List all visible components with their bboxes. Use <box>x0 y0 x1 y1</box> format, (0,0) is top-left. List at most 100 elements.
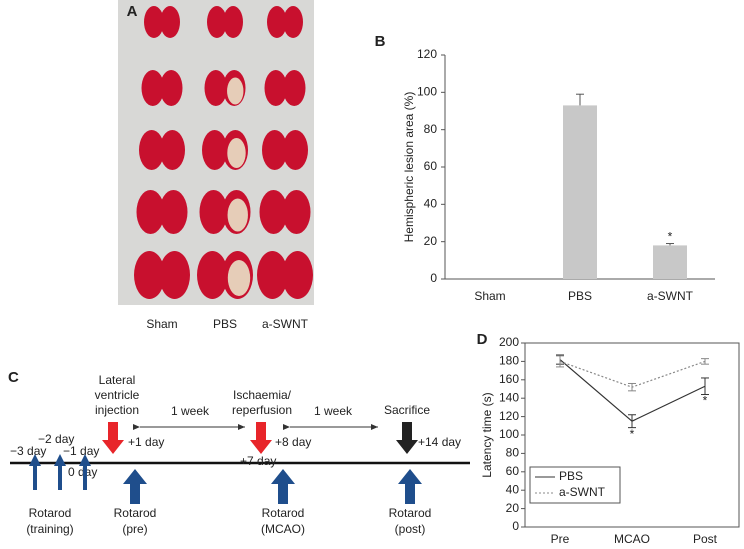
event-arrow <box>250 422 272 454</box>
y-tick-label: 80 <box>424 122 438 136</box>
slice <box>259 190 288 234</box>
interval-label: 1 week <box>314 404 353 418</box>
rotarod-label: (MCAO) <box>261 522 305 536</box>
rotarod-label: (training) <box>26 522 73 536</box>
y-tick-label: 160 <box>499 372 519 386</box>
slice <box>282 251 313 299</box>
timeline: C Lateral ventricle injection Ischaemia/… <box>8 369 470 536</box>
rotarod-label: Rotarod <box>114 506 157 520</box>
day-label: 0 day <box>68 465 97 479</box>
panel-label: D <box>477 331 488 348</box>
slice <box>159 70 183 106</box>
day-label: −1 day <box>63 444 99 458</box>
slice <box>207 6 227 38</box>
day-label: +7 day <box>240 454 276 468</box>
rotarod-arrow <box>398 469 422 504</box>
slice <box>136 190 165 234</box>
slice <box>204 70 228 106</box>
column-label: a-SWNT <box>262 317 309 331</box>
x-tick-label: Post <box>693 532 718 546</box>
slice <box>160 6 181 38</box>
slice <box>159 190 188 234</box>
event-label: Lateral <box>99 373 136 387</box>
slice <box>197 251 228 299</box>
rotarod-label: (pre) <box>122 522 147 536</box>
y-tick-label: 20 <box>424 234 438 248</box>
bar <box>563 105 597 280</box>
x-tick-label: PBS <box>568 289 592 303</box>
slice <box>282 190 311 234</box>
legend-label: PBS <box>559 469 583 483</box>
y-tick-label: 120 <box>417 47 437 61</box>
brain-slices <box>134 6 313 299</box>
event-arrow <box>396 422 418 454</box>
lesion <box>227 138 246 168</box>
y-tick-label: 200 <box>499 335 519 349</box>
rotarod-arrow <box>271 469 295 504</box>
slice <box>139 130 165 170</box>
slice <box>282 130 308 170</box>
column-label: PBS <box>213 317 237 331</box>
slice <box>283 6 303 38</box>
slice <box>257 251 288 299</box>
y-tick-label: 100 <box>499 427 519 441</box>
legend-box <box>529 466 621 504</box>
y-tick-label: 60 <box>424 159 438 173</box>
event-label: Ischaemia/ <box>233 388 292 402</box>
lesion <box>227 198 248 232</box>
lesion <box>227 77 244 105</box>
slice <box>141 70 165 106</box>
x-tick-label: a-SWNT <box>647 289 694 303</box>
slice <box>264 70 288 106</box>
annotation: * <box>668 230 673 244</box>
y-axis-label: Latency time (s) <box>480 392 494 477</box>
panel-label: A <box>127 3 138 20</box>
slice <box>202 130 228 170</box>
y-tick-label: 140 <box>499 390 519 404</box>
lesion <box>227 260 251 296</box>
y-tick-label: 100 <box>417 85 437 99</box>
day-label: +1 day <box>128 435 164 449</box>
day-label: +14 day <box>418 435 461 449</box>
rotarod-arrow <box>79 454 91 490</box>
x-tick-label: Sham <box>474 289 505 303</box>
rotarod-label: Rotarod <box>262 506 305 520</box>
event-label: ventricle <box>95 388 140 402</box>
x-tick-label: MCAO <box>614 532 650 546</box>
y-tick-label: 40 <box>424 197 438 211</box>
bar <box>653 245 687 279</box>
interval-label: 1 week <box>171 404 210 418</box>
y-tick-label: 180 <box>499 354 519 368</box>
rotarod-arrow <box>29 454 41 490</box>
slice <box>199 190 228 234</box>
y-tick-label: 60 <box>506 464 520 478</box>
y-tick-label: 0 <box>512 519 519 533</box>
rotarod-arrow <box>54 454 66 490</box>
y-tick-label: 80 <box>506 446 520 460</box>
y-tick-label: 120 <box>499 409 519 423</box>
annotation: * <box>630 427 635 441</box>
day-label: −2 day <box>38 432 74 446</box>
day-label: −3 day <box>10 444 46 458</box>
event-label: injection <box>95 403 139 417</box>
panel-label: C <box>8 369 19 386</box>
event-label: reperfusion <box>232 403 292 417</box>
y-tick-label: 20 <box>506 501 520 515</box>
legend-label: a-SWNT <box>559 485 606 499</box>
slice <box>267 6 287 38</box>
rotarod-label: Rotarod <box>389 506 432 520</box>
rotarod-arrow <box>123 469 147 504</box>
annotation: * <box>703 394 708 408</box>
slice <box>134 251 165 299</box>
y-tick-label: 0 <box>430 271 437 285</box>
y-axis-label: Hemispheric lesion area (%) <box>402 92 416 243</box>
slice <box>159 251 191 299</box>
slice <box>223 6 244 38</box>
day-label: +8 day <box>275 435 311 449</box>
y-tick-label: 40 <box>506 482 520 496</box>
panel-label: B <box>375 33 386 50</box>
event-label: Sacrifice <box>384 403 430 417</box>
slice <box>159 130 186 170</box>
column-label: Sham <box>146 317 177 331</box>
x-tick-label: Pre <box>551 532 570 546</box>
